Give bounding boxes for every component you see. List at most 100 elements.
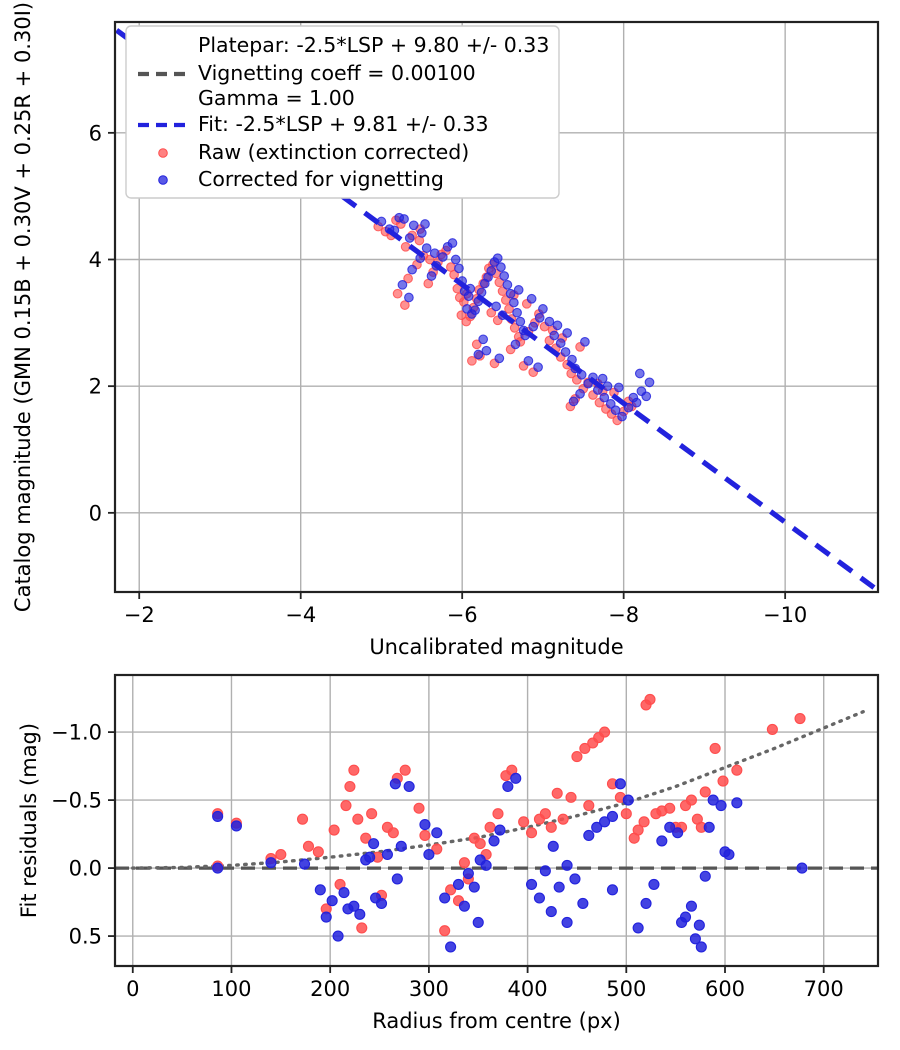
xtick-label-1: 100 [211,977,251,1001]
data-point [484,821,496,833]
data-point [420,219,430,229]
data-point [518,816,530,828]
ytick-label-1: 0.0 [69,857,102,881]
data-point [631,397,642,408]
xtick-label-2: 200 [310,977,350,1001]
data-point [664,802,676,814]
data-point [496,262,506,272]
legend-entry-1: Vignetting coeff = 0.00100 [138,61,476,85]
data-point [344,780,356,793]
data-point [474,838,486,850]
data-point [575,388,585,399]
data-point [348,764,360,776]
data-point [562,328,572,338]
data-point [395,840,407,852]
data-point [431,843,443,855]
data-point [717,775,729,787]
data-point [547,840,559,852]
data-point [632,824,644,836]
data-point [622,794,634,806]
data-point [640,699,652,711]
data-point [502,279,513,290]
data-point [404,233,415,243]
data-point [614,778,626,790]
data-point [610,405,621,416]
legend-label-2: Gamma = 1.00 [198,86,355,110]
data-point [326,895,338,907]
data-point [397,279,408,290]
data-point [265,857,277,869]
data-point [580,336,590,347]
legend-entry-2: Gamma = 1.00 [198,86,355,110]
legend-entry-5: Corrected for vignetting [158,167,444,191]
data-point [445,941,457,953]
series-raw [212,693,806,937]
data-point [368,838,380,850]
ytick-label-3: 6 [89,121,102,145]
legend-marker-dot-red [158,148,168,158]
data-point [399,214,409,224]
data-point [552,320,563,331]
data-point [545,821,557,833]
data-point [387,827,399,839]
data-point [340,799,352,812]
data-point [486,307,497,318]
data-point [478,334,489,345]
data-point [568,396,579,407]
data-point [796,862,808,874]
data-point [472,916,484,929]
data-point [212,862,224,874]
data-point [545,906,557,918]
data-point [403,780,415,793]
data-point [533,892,545,904]
legend-label-5: Corrected for vignetting [198,167,444,191]
data-point [561,859,573,871]
data-point [551,787,563,799]
data-point [298,858,311,870]
data-point [364,851,376,863]
data-point [458,900,470,912]
data-point [439,892,451,904]
legend-marker-dot-blue [158,175,168,185]
data-point [557,813,569,825]
data-point [473,349,484,360]
data-point [679,911,692,923]
data-point [419,819,431,831]
legend-label-4: Raw (extinction corrected) [198,140,469,164]
data-point [230,820,242,832]
data-point [360,832,372,844]
data-point [656,835,668,847]
data-point [703,821,715,833]
data-point [599,392,610,403]
data-point [731,797,743,809]
data-point [623,402,634,413]
ytick-label-2: −0.5 [51,789,102,813]
data-point [689,933,701,945]
xtick-label-3: 300 [409,977,449,1001]
data-point [423,848,435,861]
data-point [356,922,368,934]
y-axis-title: Fit residuals (mag) [17,723,41,918]
data-point [471,339,482,350]
xtick-label-1: −4 [285,603,316,627]
data-point [314,884,326,896]
legend-label-1: Vignetting coeff = 0.00100 [198,61,476,85]
data-point [437,252,448,262]
data-point [597,373,608,384]
data-point [375,897,388,909]
data-point [275,848,287,861]
x-axis-title: Radius from centre (px) [372,1009,621,1033]
data-point [467,355,477,366]
series-corrected [212,772,808,953]
data-point [407,264,417,275]
data-point [509,323,520,333]
legend-entry-4: Raw (extinction corrected) [158,140,469,164]
data-point [591,821,603,833]
data-point [641,391,652,402]
data-point [526,293,537,304]
data-point [392,288,403,299]
data-point [638,816,650,828]
data-point [352,813,364,825]
data-point [648,878,660,890]
